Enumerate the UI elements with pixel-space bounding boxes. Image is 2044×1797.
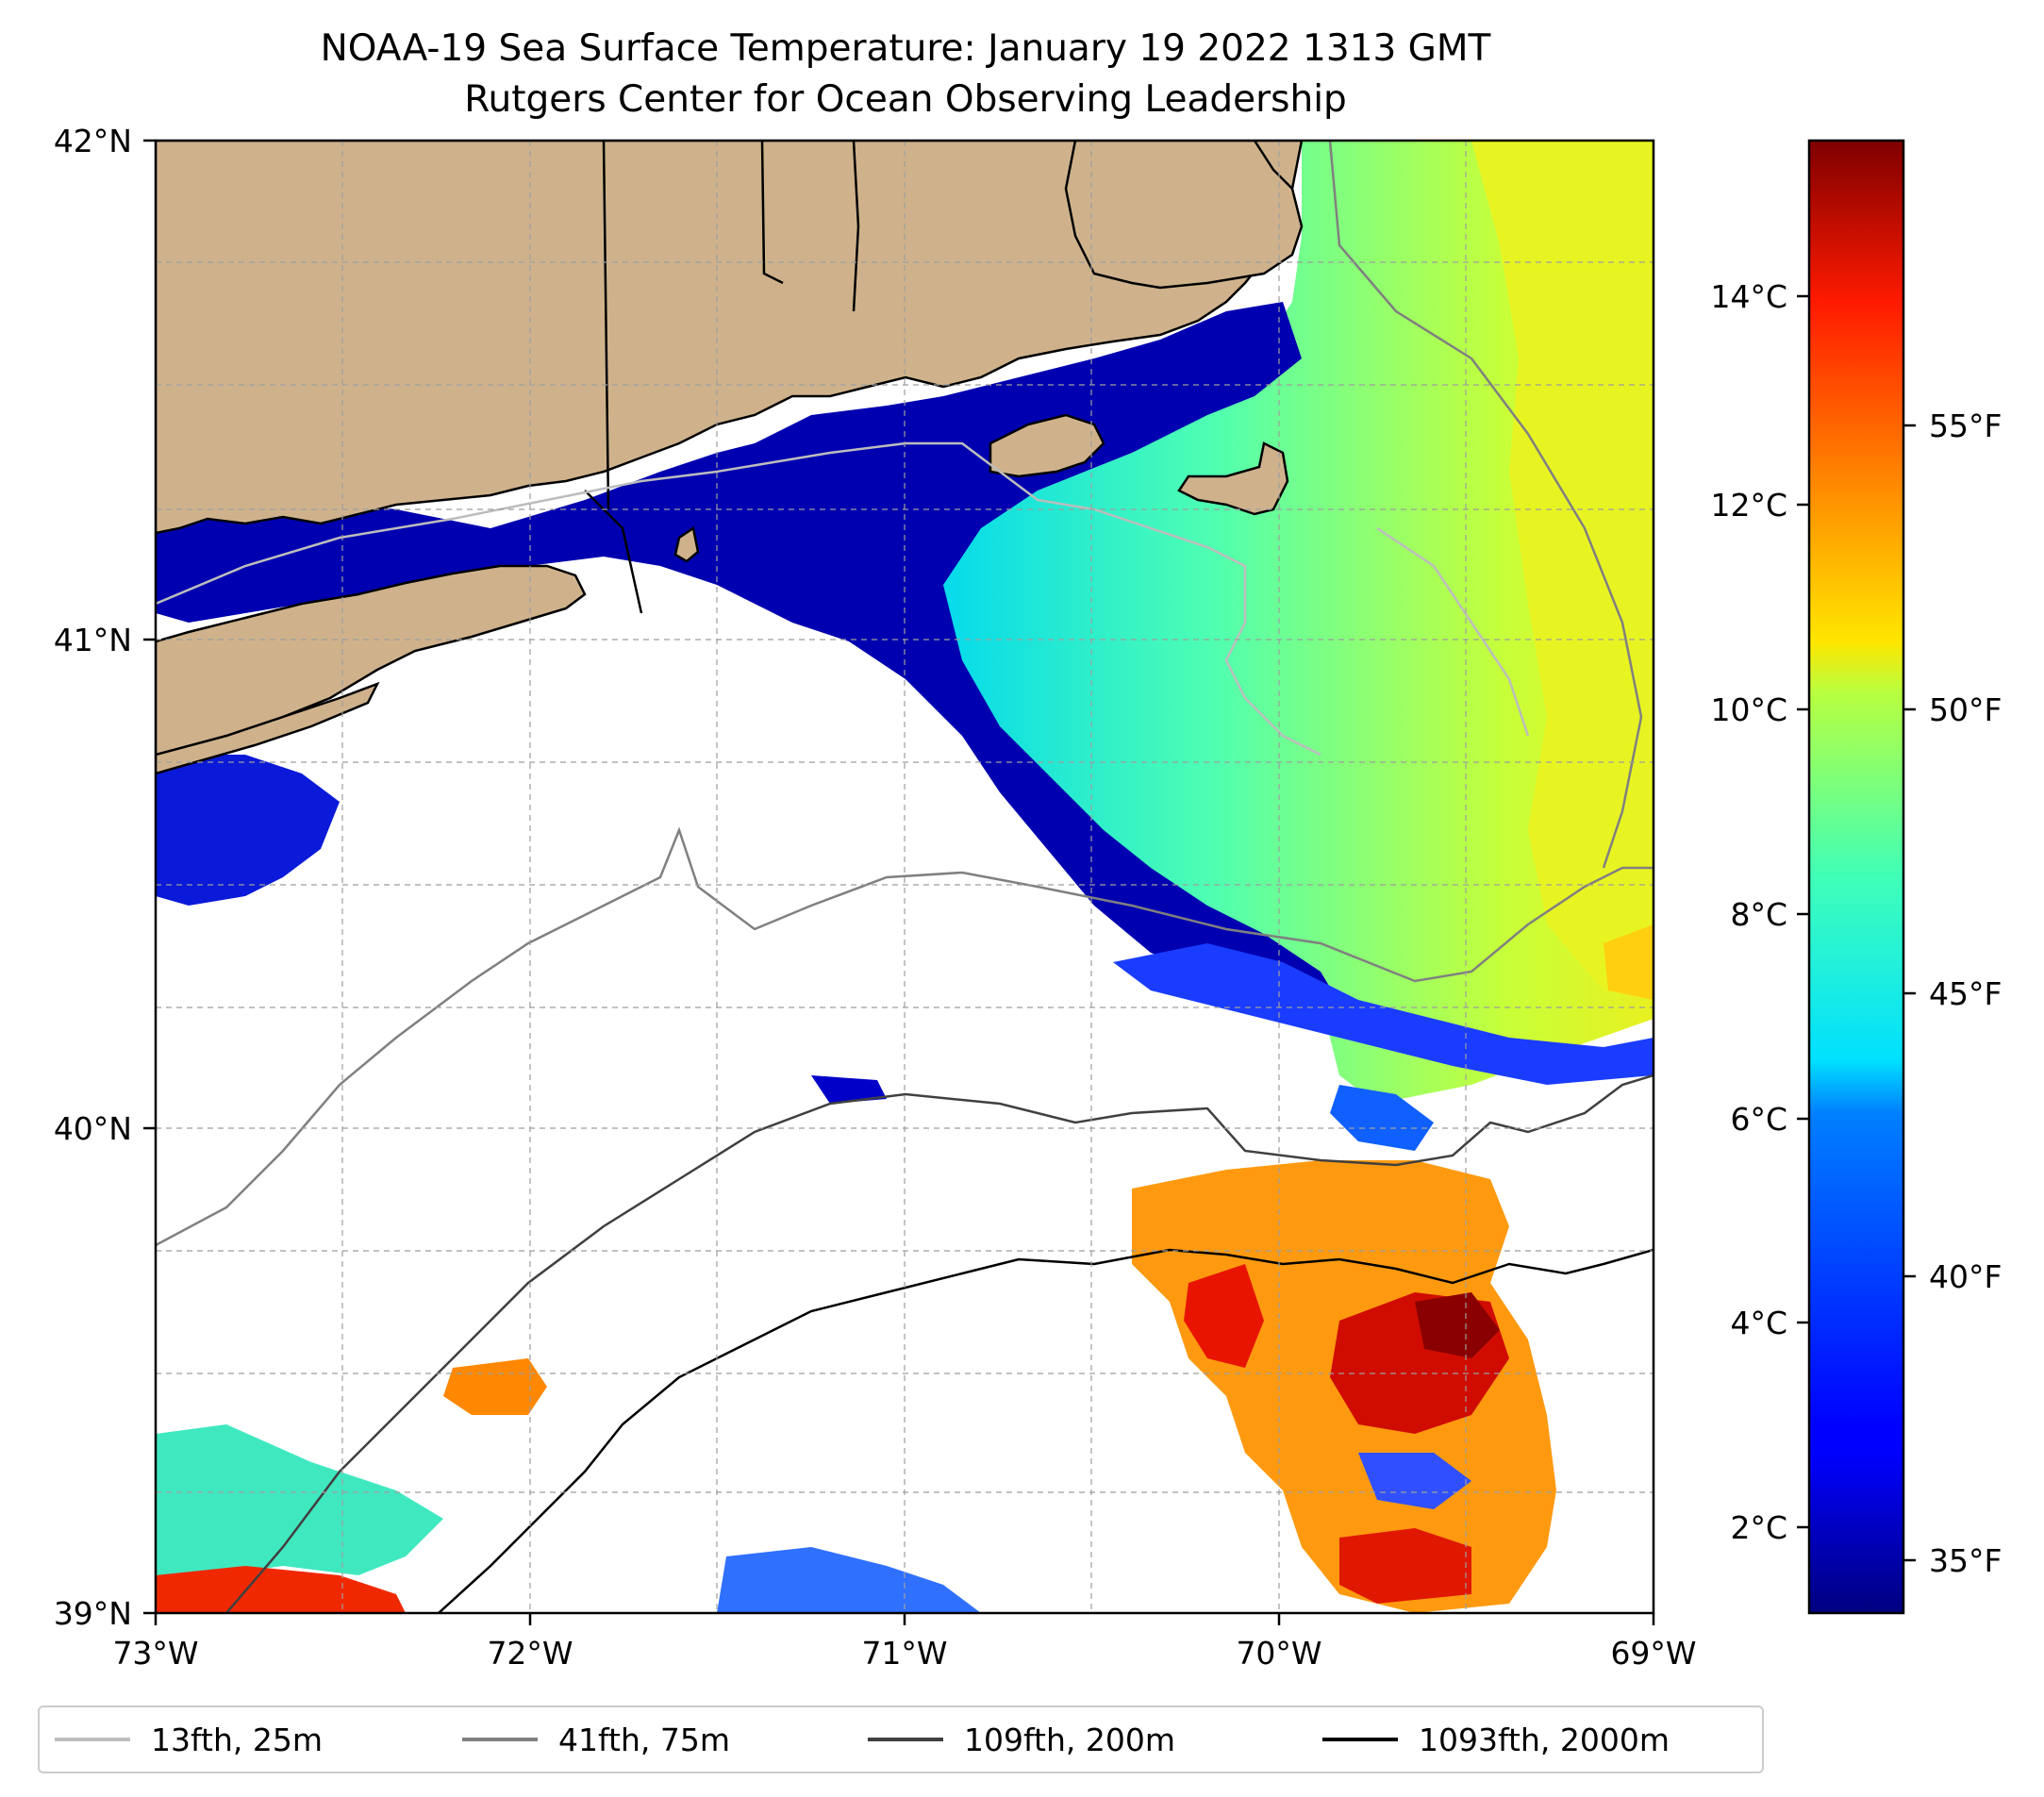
sst-shelf-orange-spot [1604, 924, 1653, 1000]
contour-2000m [438, 1248, 1653, 1613]
colorbar-f-35: 35°F [1929, 1542, 2002, 1579]
sst-sw-cyan [156, 1424, 443, 1585]
legend-label-200m: 109fth, 200m [964, 1721, 1175, 1758]
state-border-ny-ct [602, 141, 610, 510]
land-cape-cod-arm [1177, 441, 1289, 516]
colorbar-c-12: 12°C [1710, 487, 1787, 524]
state-border-ct-ri [760, 141, 784, 285]
sst-sw-orange [443, 1358, 547, 1415]
colorbar-c-14: 14°C [1710, 278, 1787, 315]
lon-tick-73: 73°W [112, 1635, 199, 1672]
sst-mid-blue-patch [1330, 1085, 1434, 1151]
sst-slope-red-1 [1184, 1264, 1264, 1368]
sst-sw-red [156, 1566, 406, 1613]
sst-offshore-blue-band [1113, 943, 1653, 1085]
land-block-island [673, 525, 700, 563]
colorbar-c-6: 6°C [1730, 1101, 1787, 1138]
lon-tick-71: 71°W [861, 1635, 948, 1672]
colorbar-c-10: 10°C [1710, 691, 1787, 728]
sst-slope-blue-mix [1358, 1453, 1471, 1509]
contour-75m-east [1328, 141, 1643, 869]
contour-25m-shoals [1376, 526, 1530, 737]
lon-tick-70: 70°W [1236, 1635, 1322, 1672]
land-long-island-southfork [156, 681, 380, 775]
land-cape-cod [1064, 141, 1304, 290]
legend-item-200m: 109fth, 200m [868, 1707, 1175, 1772]
colorbar-f-55: 55°F [1929, 408, 2002, 444]
legend: 13fth, 25m 41fth, 75m 109fth, 200m 1093f… [38, 1705, 1764, 1773]
colorbar-ticks [1797, 294, 1916, 1562]
sst-coastal-cold [156, 302, 1349, 1019]
state-border-ny-offshore [584, 490, 643, 614]
map-subtitle: Rutgers Center for Ocean Observing Leade… [464, 78, 1347, 121]
gridlines [156, 141, 1653, 1613]
contour-75m [156, 826, 1653, 1247]
axis-ticks [143, 139, 1655, 1625]
sst-slope-red-3 [1339, 1528, 1471, 1604]
legend-swatch-25m [55, 1738, 130, 1741]
legend-swatch-200m [868, 1738, 943, 1741]
legend-item-75m: 41fth, 75m [462, 1707, 730, 1772]
lat-tick-39: 39°N [53, 1595, 132, 1632]
legend-label-2000m: 1093fth, 2000m [1419, 1721, 1670, 1758]
colorbar-f-50: 50°F [1929, 691, 2002, 728]
sst-shelf-yellow [1471, 141, 1653, 1000]
land-connecticut-ri-ma [156, 141, 1304, 535]
colorbar-c-2: 2°C [1730, 1509, 1787, 1546]
sst-shelf-warm [924, 141, 1653, 1104]
legend-item-25m: 13fth, 25m [55, 1707, 323, 1772]
legend-swatch-2000m [1322, 1738, 1398, 1741]
colorbar [1807, 139, 1905, 1615]
legend-label-25m: 13fth, 25m [151, 1721, 323, 1758]
legend-swatch-75m [462, 1738, 538, 1741]
sst-s-blue-patch [811, 1075, 887, 1104]
colorbar-f-40: 40°F [1929, 1258, 2002, 1295]
contour-200m [225, 1073, 1653, 1613]
lon-tick-72: 72°W [487, 1635, 573, 1672]
map-title: NOAA-19 Sea Surface Temperature: January… [320, 27, 1491, 70]
colorbar-c-8: 8°C [1730, 896, 1787, 933]
colorbar-f-45: 45°F [1929, 975, 2002, 1012]
sst-s-mix [717, 1547, 981, 1613]
sst-coastal-cold-south [156, 755, 340, 906]
lat-tick-41: 41°N [53, 622, 132, 658]
lat-tick-42: 42°N [53, 123, 132, 159]
sst-slope-darkred [1415, 1292, 1500, 1358]
lon-tick-69: 69°W [1610, 1635, 1697, 1672]
lat-tick-40: 40°N [53, 1110, 132, 1147]
legend-label-75m: 41fth, 75m [558, 1721, 730, 1758]
map-area [156, 141, 1653, 1613]
legend-item-2000m: 1093fth, 2000m [1322, 1707, 1670, 1772]
state-border-ri-ma [852, 141, 860, 312]
colorbar-c-4: 4°C [1730, 1305, 1787, 1341]
